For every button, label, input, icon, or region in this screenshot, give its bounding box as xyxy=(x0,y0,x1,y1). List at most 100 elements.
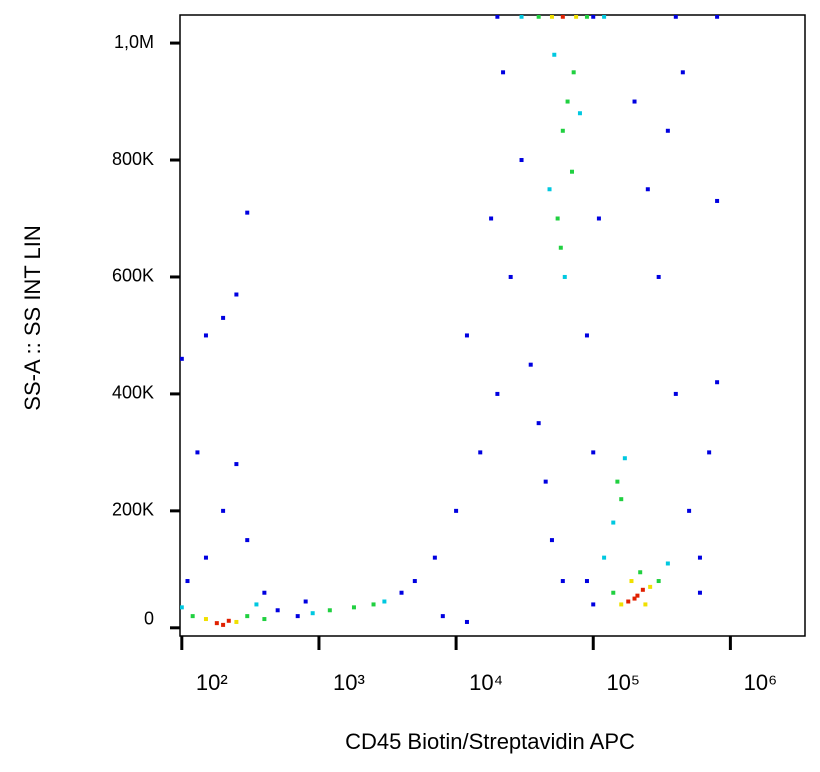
point xyxy=(440,614,445,619)
point xyxy=(203,617,208,622)
point xyxy=(565,99,570,104)
point xyxy=(214,621,219,626)
y-tick-label: 800K xyxy=(112,149,154,169)
point xyxy=(619,497,624,502)
point xyxy=(234,292,239,297)
point xyxy=(327,608,332,613)
point xyxy=(629,579,634,584)
point xyxy=(656,274,661,279)
point xyxy=(399,590,404,595)
point xyxy=(632,596,637,601)
point xyxy=(203,555,208,560)
y-tick-label: 200K xyxy=(112,500,154,520)
point xyxy=(489,216,494,221)
point xyxy=(245,614,250,619)
point xyxy=(262,590,267,595)
point xyxy=(221,508,226,513)
point xyxy=(190,614,195,619)
point xyxy=(508,274,513,279)
x-tick-label: 10⁶ xyxy=(744,670,778,695)
point xyxy=(673,391,678,396)
point xyxy=(180,605,184,610)
point xyxy=(558,245,563,250)
x-tick-label: 10³ xyxy=(333,670,365,695)
point xyxy=(591,602,596,607)
point xyxy=(643,602,648,607)
point xyxy=(221,622,226,627)
point xyxy=(547,187,552,192)
point xyxy=(615,479,620,484)
point xyxy=(382,599,387,604)
point xyxy=(275,608,280,613)
point xyxy=(645,187,650,192)
point xyxy=(611,590,616,595)
point xyxy=(638,570,643,575)
point xyxy=(715,15,720,19)
point xyxy=(680,70,685,75)
point xyxy=(234,619,239,624)
point xyxy=(584,333,589,338)
point xyxy=(501,70,506,75)
point xyxy=(543,479,548,484)
y-tick-label: 0 xyxy=(144,609,154,629)
point xyxy=(536,421,541,426)
point xyxy=(697,555,702,560)
point xyxy=(549,538,554,543)
point xyxy=(560,128,565,133)
y-tick-label: 400K xyxy=(112,383,154,403)
point xyxy=(697,590,702,595)
point xyxy=(611,520,616,525)
point xyxy=(665,128,670,133)
point xyxy=(245,538,250,543)
point xyxy=(635,593,640,598)
point xyxy=(519,15,524,19)
point xyxy=(648,584,653,589)
x-axis-label: CD45 Biotin/Streptavidin APC xyxy=(345,729,635,754)
point xyxy=(640,587,645,592)
point xyxy=(619,602,624,607)
point xyxy=(577,111,582,116)
point xyxy=(464,333,469,338)
point xyxy=(185,579,190,584)
point xyxy=(536,15,541,19)
point xyxy=(310,611,315,616)
point xyxy=(602,15,607,19)
x-tick-label: 10⁴ xyxy=(469,670,503,695)
point xyxy=(303,599,308,604)
point xyxy=(715,380,720,385)
point xyxy=(295,614,300,619)
point xyxy=(180,356,184,361)
point xyxy=(571,70,576,75)
point xyxy=(560,579,565,584)
point xyxy=(464,619,469,624)
point xyxy=(245,210,250,215)
point xyxy=(673,15,678,19)
point xyxy=(632,99,637,104)
point xyxy=(495,15,500,19)
point xyxy=(495,391,500,396)
point xyxy=(569,169,574,174)
point xyxy=(432,555,437,560)
point xyxy=(221,315,226,320)
y-tick-label: 1,0M xyxy=(114,32,154,52)
y-axis-label: SS-A :: SS INT LIN xyxy=(20,225,45,410)
point xyxy=(560,15,565,19)
point xyxy=(519,158,524,163)
point xyxy=(687,508,692,513)
point xyxy=(591,15,596,19)
plot-frame xyxy=(179,14,806,637)
point xyxy=(602,555,607,560)
point xyxy=(203,333,208,338)
point xyxy=(656,579,661,584)
point xyxy=(555,216,560,221)
point xyxy=(528,362,533,367)
y-tick-label: 600K xyxy=(112,266,154,286)
point xyxy=(478,450,483,455)
point xyxy=(665,561,670,566)
point xyxy=(254,602,259,607)
point xyxy=(584,579,589,584)
point xyxy=(351,605,356,610)
point xyxy=(371,602,376,607)
point xyxy=(626,599,631,604)
